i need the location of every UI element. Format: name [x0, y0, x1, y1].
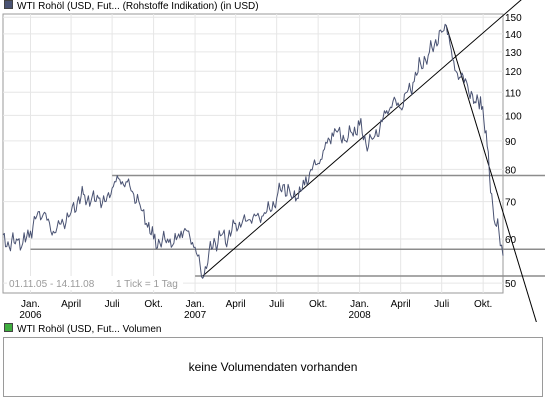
- x-tick-year-label: 2008: [349, 310, 372, 321]
- y-tick-label: 150: [505, 13, 522, 24]
- y-tick-label: 140: [505, 30, 522, 41]
- x-tick-label: April: [391, 299, 411, 310]
- x-tick-label: Jan.: [350, 299, 369, 310]
- price-panel-title: WTI Rohöl (USD, Fut... (Rohstoffe Indika…: [17, 1, 259, 12]
- y-tick-label: 100: [505, 111, 522, 122]
- price-line: [2, 23, 504, 279]
- x-tick-label: Juli: [269, 299, 284, 310]
- x-tick-label: April: [226, 299, 246, 310]
- y-tick-label: 70: [505, 198, 517, 209]
- x-tick-label: Okt.: [309, 299, 327, 310]
- x-tick-year-label: 2006: [19, 310, 42, 321]
- trend-line: [445, 25, 537, 322]
- date-range-label: 01.11.05 - 14.11.08: [9, 279, 95, 290]
- x-tick-label: April: [61, 299, 81, 310]
- volume-panel-title: WTI Rohöl (USD, Fut... Volumen: [17, 324, 162, 335]
- info-label-background: [7, 276, 183, 290]
- price-panel-header: WTI Rohöl (USD, Fut... (Rohstoffe Indika…: [4, 0, 259, 14]
- x-tick-label: Okt.: [144, 299, 162, 310]
- volume-panel: keine Volumendaten vorhanden: [3, 337, 543, 397]
- volume-series-swatch: [4, 323, 13, 332]
- y-tick-label: 90: [505, 137, 517, 148]
- x-tick-label: Juli: [105, 299, 120, 310]
- y-tick-label: 50: [505, 279, 517, 290]
- y-tick-label: 130: [505, 48, 522, 59]
- support-resistance-lines: [30, 0, 545, 322]
- x-tick-label: Juli: [434, 299, 449, 310]
- x-tick-label: Jan.: [186, 299, 205, 310]
- x-tick-label: Jan.: [21, 299, 40, 310]
- trend-line: [202, 0, 522, 277]
- y-tick-label: 80: [505, 165, 517, 176]
- y-tick-label: 60: [505, 235, 517, 246]
- x-tick-year-label: 2007: [184, 310, 207, 321]
- grid: [3, 14, 503, 293]
- tick-info-label: 1 Tick = 1 Tag: [116, 279, 178, 290]
- y-axis-ticks: 50 60 70 80 90 100 110 120 130 140 150: [505, 13, 522, 290]
- price-series: [2, 23, 504, 279]
- x-tick-label: Okt.: [474, 299, 492, 310]
- y-tick-label: 110: [505, 88, 521, 99]
- y-tick-label: 120: [505, 67, 522, 78]
- no-volume-message: keine Volumendaten vorhanden: [188, 360, 358, 374]
- price-series-swatch: [4, 0, 13, 9]
- volume-panel-header: WTI Rohöl (USD, Fut... Volumen: [4, 323, 162, 337]
